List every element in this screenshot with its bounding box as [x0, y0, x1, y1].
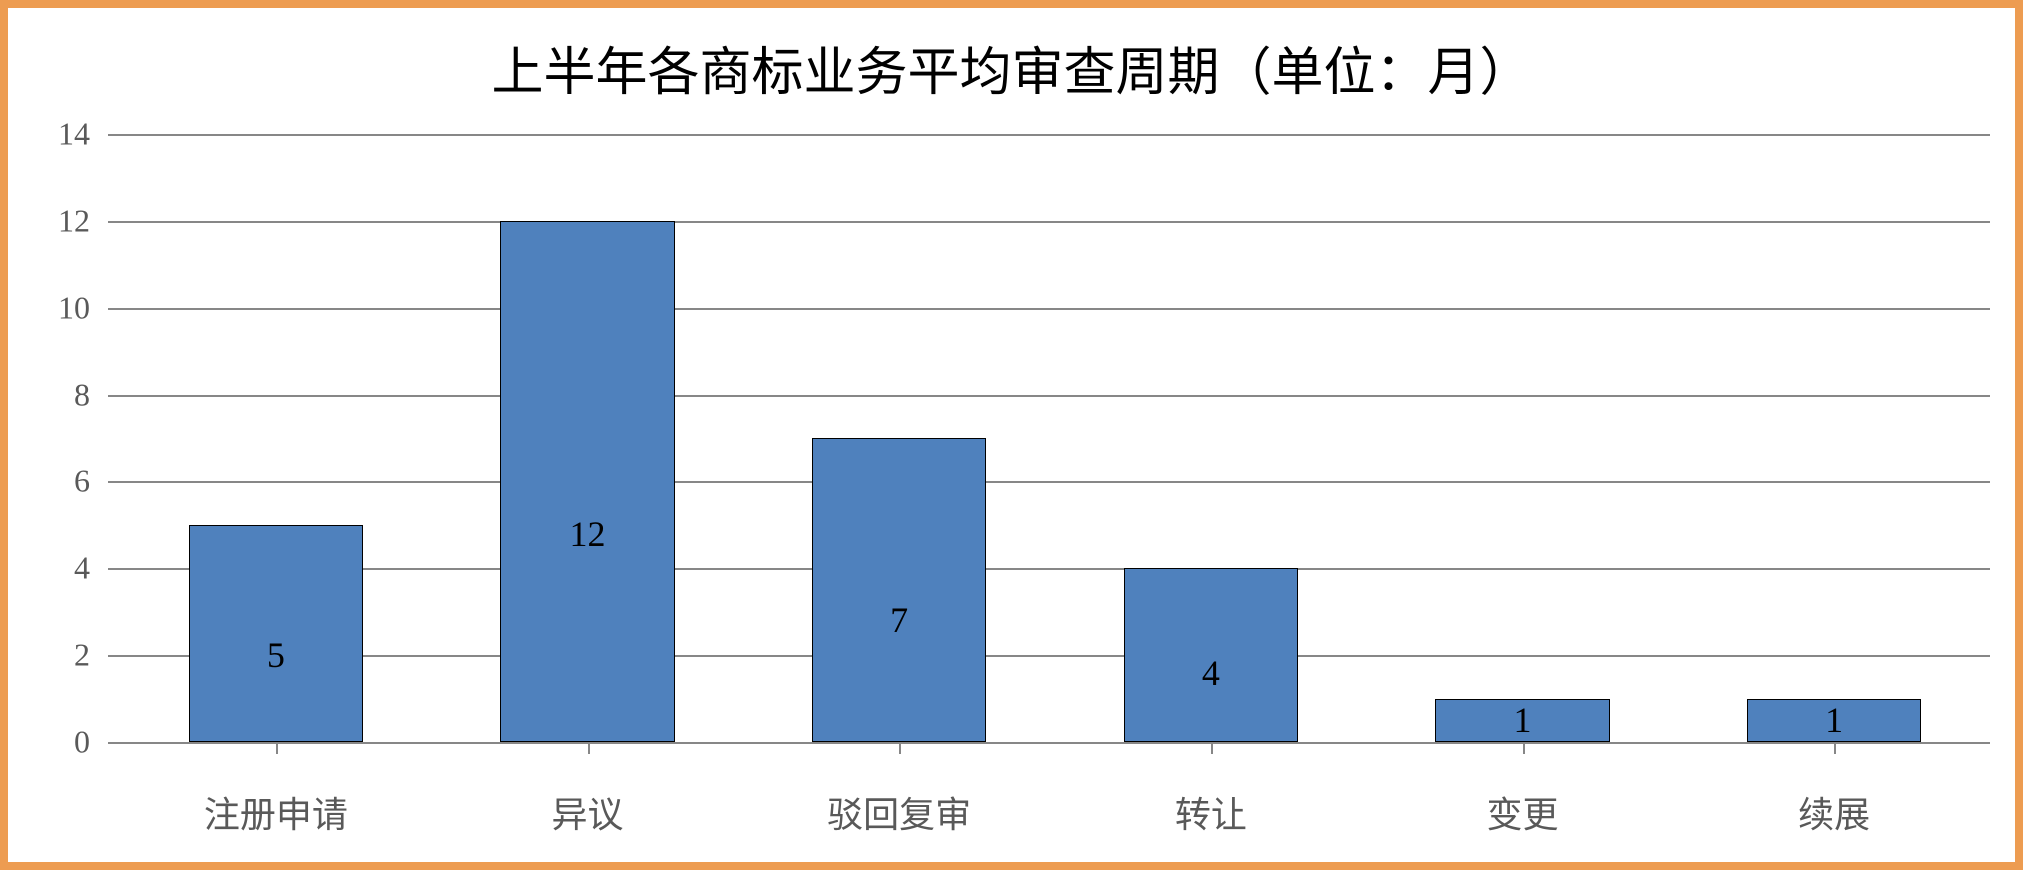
chart-frame: 上半年各商标业务平均审查周期（单位：月） 024681012145注册申请12异…	[0, 0, 2023, 870]
ytick-label: 6	[20, 463, 90, 500]
xtick-mark	[276, 742, 278, 754]
ytick-mark	[108, 134, 120, 136]
gridline	[120, 308, 1990, 310]
gridline	[120, 221, 1990, 223]
ytick-mark	[108, 742, 120, 744]
gridline	[120, 134, 1990, 136]
ytick-mark	[108, 308, 120, 310]
xtick-mark	[588, 742, 590, 754]
ytick-label: 10	[20, 289, 90, 326]
gridline	[120, 568, 1990, 570]
bar-value-label: 12	[570, 513, 606, 555]
ytick-label: 2	[20, 637, 90, 674]
gridline	[120, 742, 1990, 744]
x-category-label: 变更	[1486, 786, 1558, 838]
ytick-label: 14	[20, 116, 90, 153]
ytick-mark	[108, 221, 120, 223]
gridline	[120, 395, 1990, 397]
ytick-mark	[108, 481, 120, 483]
x-category-label: 驳回复审	[827, 786, 971, 838]
bar	[500, 221, 675, 742]
plot-area: 024681012145注册申请12异议7驳回复审4转让1变更1续展	[120, 134, 1990, 742]
bar-value-label: 1	[1514, 699, 1532, 741]
gridline	[120, 481, 1990, 483]
chart-title: 上半年各商标业务平均审查周期（单位：月）	[8, 30, 2015, 105]
xtick-mark	[899, 742, 901, 754]
bar	[812, 438, 987, 742]
x-category-label: 异议	[551, 786, 623, 838]
ytick-mark	[108, 395, 120, 397]
xtick-mark	[1834, 742, 1836, 754]
ytick-label: 4	[20, 550, 90, 587]
bar-value-label: 5	[267, 634, 285, 676]
ytick-label: 8	[20, 376, 90, 413]
ytick-label: 12	[20, 202, 90, 239]
bar-value-label: 4	[1202, 652, 1220, 694]
gridline	[120, 655, 1990, 657]
x-category-label: 注册申请	[204, 786, 348, 838]
ytick-label: 0	[20, 724, 90, 761]
x-category-label: 续展	[1798, 786, 1870, 838]
bar-value-label: 7	[890, 599, 908, 641]
ytick-mark	[108, 655, 120, 657]
bar-value-label: 1	[1825, 699, 1843, 741]
x-category-label: 转让	[1175, 786, 1247, 838]
ytick-mark	[108, 568, 120, 570]
xtick-mark	[1211, 742, 1213, 754]
xtick-mark	[1523, 742, 1525, 754]
